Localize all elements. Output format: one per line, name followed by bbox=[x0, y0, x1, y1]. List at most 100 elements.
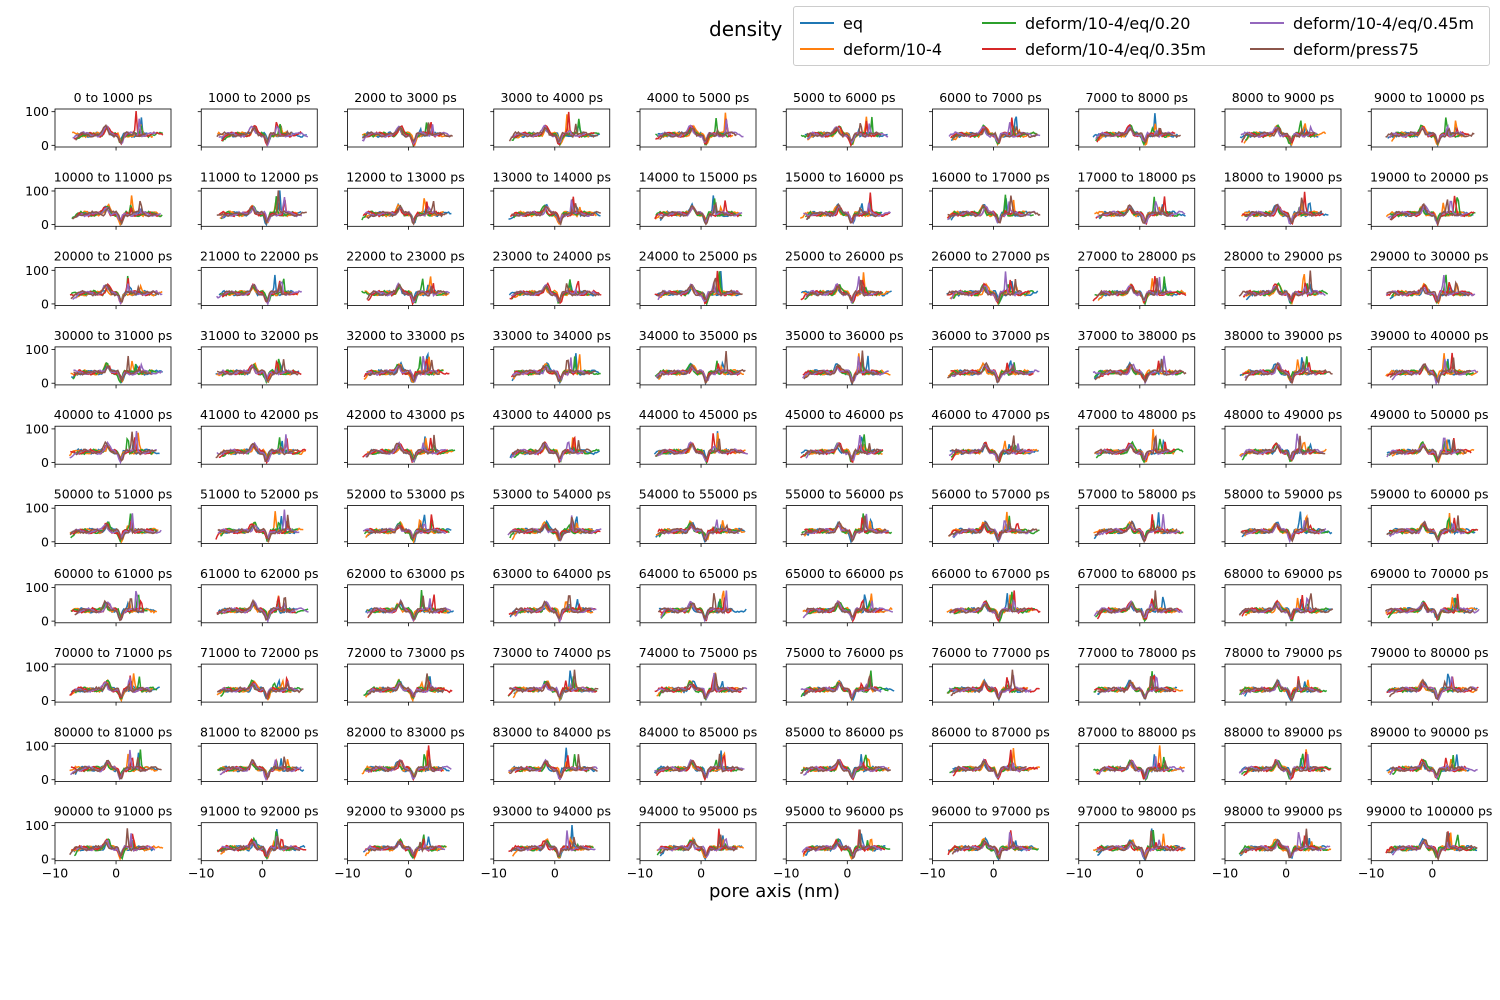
series-line bbox=[69, 431, 157, 465]
panel-title: 27000 to 28000 ps bbox=[1078, 249, 1196, 264]
y-tick-label: 100 bbox=[25, 342, 49, 357]
series-line bbox=[513, 283, 601, 304]
legend-item-deform-press75: deform/press75 bbox=[1250, 38, 1419, 60]
panel-frame bbox=[639, 505, 757, 544]
panel-lines bbox=[215, 509, 304, 544]
legend-label-deform-10-4-eq-020: deform/10-4/eq/0.20 bbox=[1025, 13, 1191, 33]
series-line bbox=[76, 590, 145, 621]
panel-title: 47000 to 48000 ps bbox=[1078, 407, 1196, 422]
panel: 44000 to 45000 ps bbox=[636, 407, 757, 468]
panel-title: 42000 to 43000 ps bbox=[346, 407, 464, 422]
panel-lines bbox=[655, 112, 744, 146]
series-line bbox=[800, 515, 887, 543]
x-tick-label: 0 bbox=[1136, 866, 1144, 881]
series-line bbox=[365, 745, 444, 782]
series-line bbox=[1097, 830, 1181, 861]
panel: 76000 to 77000 ps bbox=[929, 645, 1050, 706]
series-line bbox=[1096, 828, 1186, 861]
legend: eq deform/10-4 deform/10-4/eq/0.20 defor… bbox=[793, 6, 1490, 66]
panel-title: 5000 to 6000 ps bbox=[793, 90, 896, 105]
series-line bbox=[72, 118, 157, 145]
panel-frame bbox=[639, 108, 757, 148]
panel: 95000 to 96000 ps −10 0 bbox=[773, 804, 903, 881]
series-line bbox=[1239, 678, 1321, 703]
series-line bbox=[216, 681, 304, 700]
panel-frame bbox=[1078, 187, 1196, 227]
panel-frame bbox=[1078, 505, 1196, 544]
panel-lines bbox=[508, 747, 598, 781]
panel-frame bbox=[347, 743, 464, 782]
panel-frame bbox=[785, 187, 903, 227]
panel-lines bbox=[800, 513, 893, 544]
legend-label-eq: eq bbox=[843, 13, 863, 33]
panel-title: 38000 to 39000 ps bbox=[1224, 328, 1342, 343]
panel-lines bbox=[216, 829, 307, 861]
panel-frame bbox=[1078, 346, 1196, 386]
series-line bbox=[508, 840, 592, 858]
series-line bbox=[71, 200, 158, 226]
panel-title: 72000 to 73000 ps bbox=[346, 645, 464, 660]
panel-frame bbox=[932, 743, 1049, 782]
series-line bbox=[659, 201, 736, 226]
panel: 43000 to 44000 ps bbox=[490, 407, 611, 468]
series-line bbox=[1094, 276, 1185, 306]
panel: 17000 to 18000 ps bbox=[1075, 169, 1196, 230]
series-line bbox=[1239, 828, 1320, 859]
x-tick-label: −10 bbox=[627, 866, 653, 881]
series-line bbox=[1092, 113, 1178, 146]
panel-frame bbox=[1078, 267, 1196, 307]
series-line bbox=[367, 522, 442, 540]
panel-lines bbox=[1093, 590, 1184, 623]
panel-frame bbox=[1370, 267, 1488, 307]
legend-label-deform-10-4-eq-035m: deform/10-4/eq/0.35m bbox=[1025, 39, 1206, 59]
panel-title: 78000 to 79000 ps bbox=[1224, 645, 1342, 660]
panel: 4000 to 5000 ps bbox=[636, 90, 757, 151]
panel: 73000 to 74000 ps bbox=[490, 645, 611, 706]
panel-title: 11000 to 12000 ps bbox=[200, 169, 318, 184]
panel-lines bbox=[947, 830, 1040, 861]
series-line bbox=[75, 123, 146, 145]
panel-title: 14000 to 15000 ps bbox=[639, 169, 757, 184]
panel-frame bbox=[1370, 505, 1488, 544]
panel-title: 69000 to 70000 ps bbox=[1370, 566, 1488, 581]
panel-lines bbox=[362, 514, 452, 544]
panel-lines bbox=[948, 116, 1041, 147]
panel-lines bbox=[216, 190, 307, 227]
series-line bbox=[221, 283, 292, 303]
panel: 9000 to 10000 ps bbox=[1367, 90, 1488, 151]
series-line bbox=[1243, 752, 1331, 780]
panel-frame bbox=[493, 822, 611, 862]
series-line bbox=[802, 356, 889, 382]
panel-frame bbox=[1224, 505, 1342, 544]
panel-frame bbox=[200, 425, 318, 465]
panel-frame bbox=[785, 822, 903, 862]
panel: 23000 to 24000 ps bbox=[490, 249, 611, 310]
panel-title: 64000 to 65000 ps bbox=[639, 566, 757, 581]
panel-title: 0 to 1000 ps bbox=[74, 90, 153, 105]
panel-frame bbox=[639, 743, 757, 782]
series-line bbox=[1386, 601, 1480, 620]
panel-frame bbox=[785, 584, 903, 624]
panel: 89000 to 90000 ps bbox=[1367, 724, 1488, 785]
panel-title: 19000 to 20000 ps bbox=[1370, 169, 1488, 184]
panel-frame bbox=[347, 346, 464, 386]
panel: 5000 to 6000 ps bbox=[782, 90, 903, 151]
panel: 15000 to 16000 ps bbox=[782, 169, 903, 230]
panel-lines bbox=[657, 590, 747, 623]
series-line bbox=[1388, 678, 1477, 701]
panel: 14000 to 15000 ps bbox=[636, 169, 757, 230]
series-line bbox=[513, 516, 593, 542]
y-tick-label: 100 bbox=[25, 659, 49, 674]
series-line bbox=[366, 200, 448, 226]
panel-title: 40000 to 41000 ps bbox=[54, 407, 172, 422]
panel-title: 36000 to 37000 ps bbox=[931, 328, 1049, 343]
panel-lines bbox=[1385, 195, 1476, 227]
panel: 87000 to 88000 ps bbox=[1075, 724, 1196, 785]
legend-swatch-deform-10-4-eq-020 bbox=[982, 22, 1016, 24]
panel: 45000 to 46000 ps bbox=[782, 407, 903, 468]
panel-frame bbox=[1224, 108, 1342, 148]
series-line bbox=[73, 361, 163, 380]
series-line bbox=[654, 270, 739, 305]
y-tick-label: 100 bbox=[25, 421, 49, 436]
x-tick-label: 0 bbox=[551, 866, 559, 881]
